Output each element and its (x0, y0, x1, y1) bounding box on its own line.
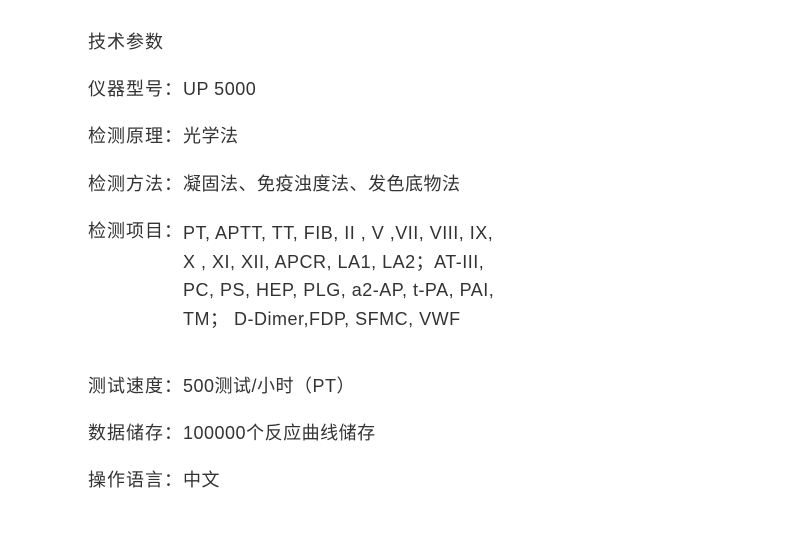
spec-items-line1: PT, APTT, TT, FIB, II , V ,VII, VIII, IX… (183, 223, 493, 243)
spec-label-storage: 数据储存： (88, 421, 183, 446)
spec-value-model: UP 5000 (183, 77, 256, 102)
spec-items-line4: TM； D-Dimer,FDP, SFMC, VWF (183, 309, 461, 329)
spec-row-language: 操作语言： 中文 (88, 468, 790, 493)
spec-items-line2: X , XI, XII, APCR, LA1, LA2；AT-III, (183, 252, 484, 272)
spec-value-items: PT, APTT, TT, FIB, II , V ,VII, VIII, IX… (183, 219, 494, 334)
spec-value-speed: 500测试/小时（PT） (183, 374, 355, 399)
spec-label-method: 检测方法： (88, 172, 183, 197)
spec-value-storage: 100000个反应曲线储存 (183, 421, 376, 446)
spec-value-language: 中文 (183, 468, 220, 493)
spec-row-model: 仪器型号： UP 5000 (88, 77, 790, 102)
spec-row-principle: 检测原理： 光学法 (88, 124, 790, 149)
spec-row-speed: 测试速度： 500测试/小时（PT） (88, 374, 790, 399)
spec-row-storage: 数据储存： 100000个反应曲线储存 (88, 421, 790, 446)
spec-label-speed: 测试速度： (88, 374, 183, 399)
section-title: 技术参数 (88, 30, 790, 55)
spec-row-method: 检测方法： 凝固法、免疫浊度法、发色底物法 (88, 172, 790, 197)
spec-label-principle: 检测原理： (88, 124, 183, 149)
spec-row-items: 检测项目： PT, APTT, TT, FIB, II , V ,VII, VI… (88, 219, 790, 334)
spec-value-method: 凝固法、免疫浊度法、发色底物法 (183, 172, 461, 197)
spec-label-items: 检测项目： (88, 219, 183, 244)
spec-label-model: 仪器型号： (88, 77, 183, 102)
spec-label-language: 操作语言： (88, 468, 183, 493)
spec-value-principle: 光学法 (183, 124, 239, 149)
spec-items-line3: PC, PS, HEP, PLG, a2-AP, t-PA, PAI, (183, 280, 494, 300)
